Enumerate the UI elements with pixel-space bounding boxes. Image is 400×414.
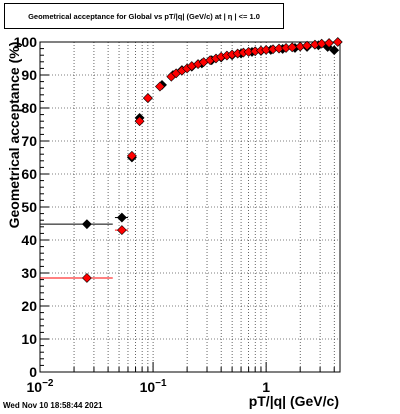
data-point: [329, 45, 340, 56]
y-axis-label: Geometrical acceptance (%): [6, 42, 22, 229]
series-group: [40, 37, 343, 283]
x-tick-label: 10−2: [27, 378, 54, 395]
y-tick-label: 80: [21, 100, 37, 116]
data-point: [287, 42, 298, 53]
data-point: [116, 212, 127, 223]
x-tick-label: 10−1: [140, 378, 167, 395]
y-tick-label: 20: [21, 298, 37, 314]
x-axis-label: pT/|q| (GeV/c): [249, 393, 339, 409]
data-point: [155, 81, 165, 92]
timestamp: Wed Nov 10 18:58:44 2021: [3, 401, 103, 410]
data-point: [126, 150, 137, 161]
axis-ticks: [39, 41, 335, 373]
y-tick-label: 10: [21, 331, 37, 347]
data-point: [324, 38, 334, 48]
data-point: [332, 37, 343, 47]
data-point: [302, 40, 312, 51]
y-tick-label: 0: [29, 364, 37, 380]
grid-lines: [40, 42, 340, 372]
chart-title: Geometrical acceptance for Global vs pT/…: [28, 11, 260, 21]
data-series: [40, 37, 343, 283]
data-point: [116, 225, 127, 236]
y-tick-label: 30: [21, 265, 37, 281]
y-tick-label: 70: [21, 133, 37, 149]
y-tick-labels: 0 10 20 30 40 50 60 70 80 90 100: [14, 34, 38, 380]
y-tick-label: 100: [14, 34, 38, 50]
data-point: [81, 219, 92, 230]
data-point: [316, 38, 327, 49]
y-tick-label: 90: [21, 67, 37, 83]
x-tick-labels: 10−2 10−1 1: [27, 378, 271, 395]
x-tick-label: 1: [262, 379, 270, 395]
data-point: [134, 116, 145, 127]
y-tick-label: 50: [21, 199, 37, 215]
y-tick-label: 40: [21, 232, 37, 248]
data-point: [142, 93, 153, 104]
chart-title-box: Geometrical acceptance for Global vs pT/…: [4, 3, 284, 29]
data-point: [81, 273, 92, 283]
y-tick-label: 60: [21, 166, 37, 182]
